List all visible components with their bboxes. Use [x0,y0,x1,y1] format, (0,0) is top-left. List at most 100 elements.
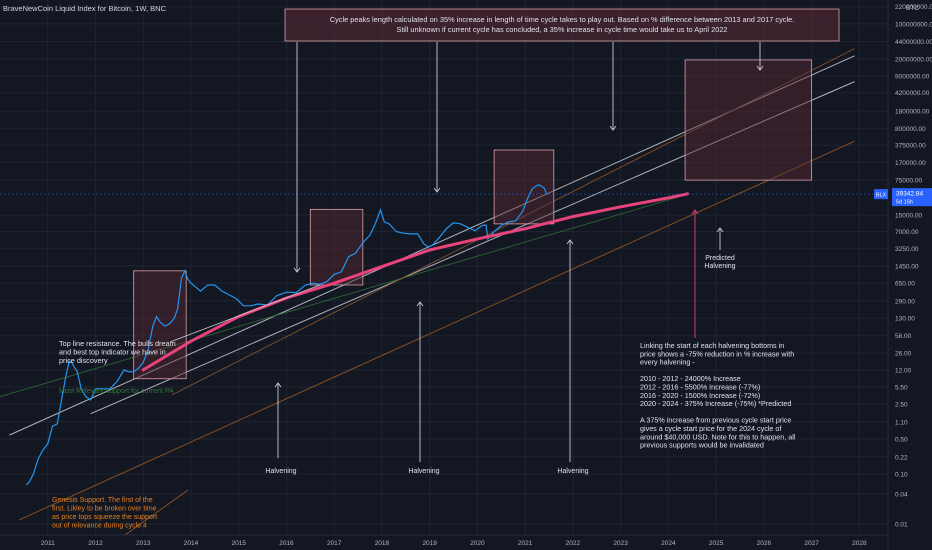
linking-note-line: 2020 - 2024 - 375% Increase (-75%) *Pred… [640,399,791,408]
linking-note-line: gives a cycle start price for the 2024 c… [640,424,781,433]
arrow-top-2017-head [433,187,441,193]
genesis-note: first. Likley to be broken over time [52,506,157,513]
arrow-predicted-head [716,227,724,233]
linking-note-line: price shows a -75% reduction in % increa… [640,349,794,358]
linking-note-line: Linking the start of each halvening bott… [640,341,784,350]
cycle-box-3 [493,149,555,225]
price-badge-value: 39342.84 [896,191,923,198]
y-tick-label: 0.04 [895,491,908,498]
chart-title: BraveNewCoin Liquid Index for Bitcoin, 1… [3,4,167,13]
y-tick-label: 800000.00 [895,126,926,133]
pointer-top-line [169,284,321,343]
x-tick-label: 2027 [804,540,819,547]
predicted-label: Halvening [704,263,735,270]
currency-label: BTC [906,5,919,12]
linking-note-line: every halvening - [640,358,695,367]
x-tick-label: 2013 [136,540,151,547]
x-tick-label: 2024 [661,540,676,547]
halving-label-1: Halvening [265,468,296,475]
top-note-box [284,8,840,42]
top-line-note: and best top indicator we have in [59,348,166,357]
price-badge [892,188,932,207]
y-tick-label: 75000.00 [895,178,922,185]
x-tick-label: 2011 [41,540,55,547]
x-tick-label: 2022 [566,540,581,547]
y-tick-label: 7000.00 [895,229,919,236]
cycle-start-curve [141,192,689,372]
genesis-note: as price tops squeeze the support [52,514,157,521]
arrow-halving-2012-head [274,382,282,388]
x-tick-label: 2020 [470,540,485,547]
halving-label-2: Halvening [408,468,439,475]
y-tick-label: 5.50 [895,384,908,391]
y-tick-label: 1.10 [895,419,908,426]
y-tick-label: 12.00 [895,367,912,374]
y-tick-label: 26.00 [895,351,912,358]
pointer-genesis [124,489,189,536]
y-tick-label: 100000000.00 [895,21,932,28]
predicted-label: Predicted [705,255,735,262]
linking-note-line: 2016 - 2020 - 1500% Increase (-72%) [640,391,760,400]
x-tick-label: 2012 [88,540,103,547]
y-tick-label: 58.00 [895,333,912,340]
y-tick-label: 1450.00 [895,263,919,270]
price-series [0,184,888,486]
support-line [0,193,688,398]
y-tick-label: 4200000.00 [895,90,930,97]
y-tick-label: 0.22 [895,454,908,461]
cycle-boxes [133,59,813,380]
price-badge-countdown: 5d 15h [896,200,913,206]
arrow-halving-2016-head [416,301,424,307]
top-line-note: Top line resistance. The bulls dream [59,339,176,348]
y-tick-label: 0.50 [895,436,908,443]
x-tick-label: 2026 [757,540,772,547]
x-tick-label: 2018 [375,540,390,547]
price-badge-symbol-text: BLX [876,193,887,199]
y-tick-label: 44000000.00 [895,39,932,46]
x-tick-label: 2028 [852,540,867,547]
linking-note-line: 2012 - 2016 - 5500% Increase (-77%) [640,383,760,392]
y-tick-label: 0.01 [895,521,908,528]
annotations: Cycle peaks length calculated on 35% inc… [52,8,840,530]
bottom-channel-line [90,81,855,415]
y-tick-label: 170000.00 [895,160,926,167]
annotation-arrows [124,42,764,536]
x-tick-label: 2017 [327,540,342,547]
linking-note-line: 2010 - 2012 - 24000% Increase [640,374,741,383]
x-tick-label: 2014 [184,540,199,547]
y-tick-label: 0.10 [895,471,908,478]
x-tick-label: 2016 [279,540,294,547]
upper-orange-line [171,48,855,396]
y-tick-label: 20000000.00 [895,56,932,63]
y-tick-label: 220000000.00 [895,4,932,11]
halving-label-3: Halvening [557,468,588,475]
arrow-linking-head [691,209,699,215]
y-tick-label: 3250.00 [895,246,919,253]
top-note-line: Still unknown if current cycle has concl… [396,25,727,34]
y-tick-label: 130.00 [895,316,915,323]
genesis-note: out of relevance during cycle 4 [52,523,147,530]
y-tick-label: 15000.00 [895,213,922,220]
y-tick-label: 9000000.00 [895,74,930,81]
x-tick-label: 2019 [422,540,437,547]
y-tick-label: 650.00 [895,281,915,288]
support-note: Most Relevant support for current PA [59,388,174,395]
x-tick-label: 2021 [518,540,533,547]
top-line-note: price discovery [59,356,108,365]
cycle-box-1 [133,270,187,380]
genesis-note: Genesis Support. The first of the [52,497,153,504]
x-tick-label: 2023 [613,540,628,547]
cycle-box-2 [309,208,364,286]
x-tick-label: 2025 [709,540,724,547]
btc-price-line [25,184,548,486]
arrow-top-2013-head [293,267,301,273]
linking-note-line: around $40,000 USD. Note for this to hap… [640,432,796,441]
x-tick-label: 2015 [231,540,246,547]
y-tick-label: 290.00 [895,298,915,305]
top-note-line: Cycle peaks length calculated on 35% inc… [330,15,795,24]
arrow-top-2025-head [756,65,764,71]
cycle-box-4 [684,59,813,181]
arrow-top-2021-head [609,125,617,131]
